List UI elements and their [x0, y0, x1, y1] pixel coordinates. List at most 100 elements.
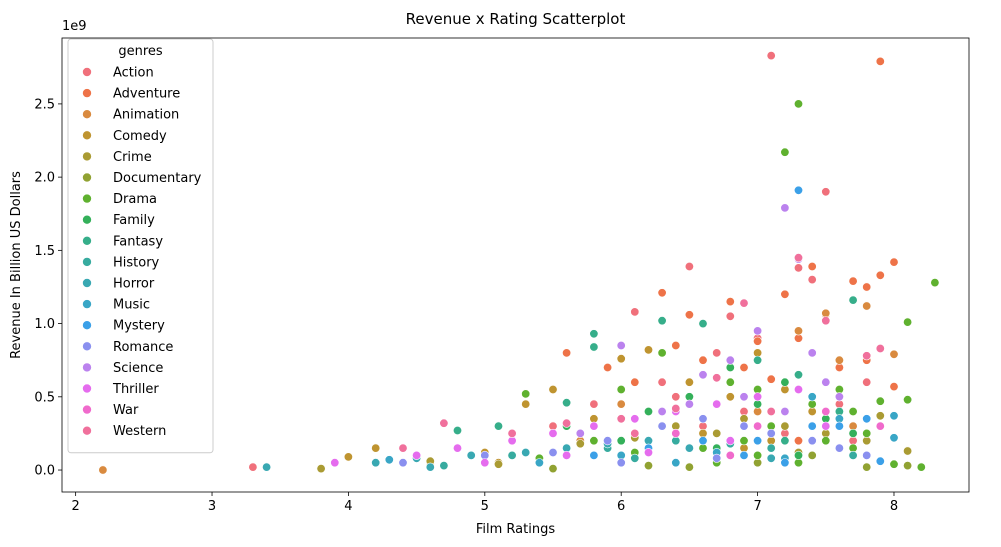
data-point-music-10 [671, 458, 681, 468]
data-point-horror-10 [766, 453, 776, 463]
data-point-horror-8 [684, 443, 694, 453]
data-point-horror-12 [425, 462, 435, 472]
data-point-romance-2 [548, 447, 558, 457]
data-point-action-12 [793, 263, 803, 273]
y-tick-label: 2.0 [34, 171, 55, 186]
data-point-adventure-4 [684, 310, 694, 320]
legend-label-war: War [113, 403, 139, 418]
data-point-mystery-10 [780, 458, 790, 468]
legend-label-crime: Crime [113, 150, 152, 165]
data-point-action-10 [766, 51, 776, 61]
data-point-drama-15 [916, 462, 926, 472]
data-point-family-8 [616, 436, 626, 446]
data-point-romance-5 [698, 414, 708, 424]
x-axis-label: Film Ratings [476, 522, 555, 537]
data-point-adventure-5 [698, 355, 708, 365]
data-point-war-0 [671, 428, 681, 438]
legend-marker-comedy [82, 130, 92, 141]
data-point-animation-10 [616, 399, 626, 409]
y-axis-label: Revenue In Billion US Dollars [9, 171, 24, 359]
data-point-fantasy-5 [657, 316, 667, 326]
data-point-documentary-2 [807, 450, 817, 460]
x-tick-label: 4 [344, 499, 352, 514]
y-tick-label: 1.0 [34, 317, 55, 332]
legend-marker-documentary [82, 172, 92, 183]
data-point-thriller-6 [630, 414, 640, 424]
data-point-comedy-9 [725, 392, 735, 402]
data-point-action-4 [630, 307, 640, 317]
data-point-adventure-2 [630, 377, 640, 387]
legend-marker-family [82, 214, 92, 225]
data-point-fantasy-3 [589, 342, 599, 352]
data-point-music-0 [384, 455, 394, 465]
data-point-adventure-8 [753, 336, 763, 346]
data-point-romance-11 [616, 458, 626, 468]
data-point-adventure-7 [739, 362, 749, 372]
data-point-war-2 [821, 406, 831, 416]
legend-label-fantasy: Fantasy [113, 234, 163, 249]
x-tick-label: 2 [71, 499, 79, 514]
plot-area-frame [61, 37, 970, 493]
data-point-science-11 [739, 392, 749, 402]
data-point-adventure-15 [875, 56, 885, 66]
y-offset-label: 1e9 [62, 19, 87, 34]
data-point-drama-14 [930, 278, 940, 288]
data-point-drama-11 [875, 396, 885, 406]
data-point-horror-3 [466, 450, 476, 460]
data-point-western-4 [616, 414, 626, 424]
data-point-war-1 [753, 421, 763, 431]
data-point-fantasy-10 [848, 295, 858, 305]
data-point-music-5 [807, 392, 817, 402]
y-tick-label: 0.0 [34, 464, 55, 479]
data-point-romance-0 [398, 458, 408, 468]
data-point-comedy-8 [684, 377, 694, 387]
data-point-action-2 [589, 399, 599, 409]
data-point-comedy-3 [521, 399, 531, 409]
data-point-comedy-4 [548, 384, 558, 394]
data-point-action-8 [725, 311, 735, 321]
legend-label-thriller: Thriller [112, 382, 159, 397]
data-point-mystery-2 [698, 436, 708, 446]
data-point-documentary-6 [643, 461, 653, 471]
legend-label-adventure: Adventure [113, 87, 180, 102]
data-point-war-3 [875, 421, 885, 431]
data-point-crime-6 [712, 428, 722, 438]
legend-label-history: History [113, 255, 160, 270]
data-point-thriller-11 [562, 450, 572, 460]
data-point-history-8 [630, 453, 640, 463]
data-point-adventure-14 [862, 282, 872, 292]
data-point-mystery-0 [589, 450, 599, 460]
data-point-crime-12 [903, 446, 913, 456]
data-point-action-7 [712, 348, 722, 358]
data-point-romance-7 [766, 428, 776, 438]
x-tick-label: 7 [753, 499, 761, 514]
legend-box [67, 38, 214, 454]
data-point-thriller-12 [643, 447, 653, 457]
legend-label-documentary: Documentary [113, 171, 202, 186]
data-point-western-9 [821, 316, 831, 326]
data-point-thriller-9 [753, 392, 763, 402]
data-point-action-0 [248, 462, 258, 472]
legend-label-romance: Romance [113, 340, 173, 355]
data-point-history-1 [507, 450, 517, 460]
legend-label-action: Action [113, 66, 154, 81]
data-point-documentary-4 [903, 461, 913, 471]
legend-title: genres [118, 44, 163, 59]
legend-label-music: Music [113, 298, 150, 313]
data-point-thriller-0 [330, 458, 340, 468]
data-point-science-5 [753, 326, 763, 336]
data-point-horror-1 [371, 458, 381, 468]
x-axis-ticks: 2 3 4 5 6 7 8 [71, 492, 898, 514]
legend-label-family: Family [113, 213, 155, 228]
legend-marker-adventure [82, 88, 92, 98]
data-point-adventure-17 [889, 257, 899, 267]
data-point-documentary-3 [862, 462, 872, 472]
legend-marker-mystery [82, 320, 92, 331]
data-point-crime-2 [493, 459, 503, 469]
legend: genres Action Adventure Animation Comedy Cri… [67, 38, 214, 454]
data-point-crime-0 [316, 464, 326, 474]
data-point-science-6 [780, 203, 790, 213]
data-point-thriller-5 [589, 421, 599, 431]
data-point-adventure-1 [603, 362, 613, 372]
legend-label-horror: Horror [113, 277, 155, 292]
